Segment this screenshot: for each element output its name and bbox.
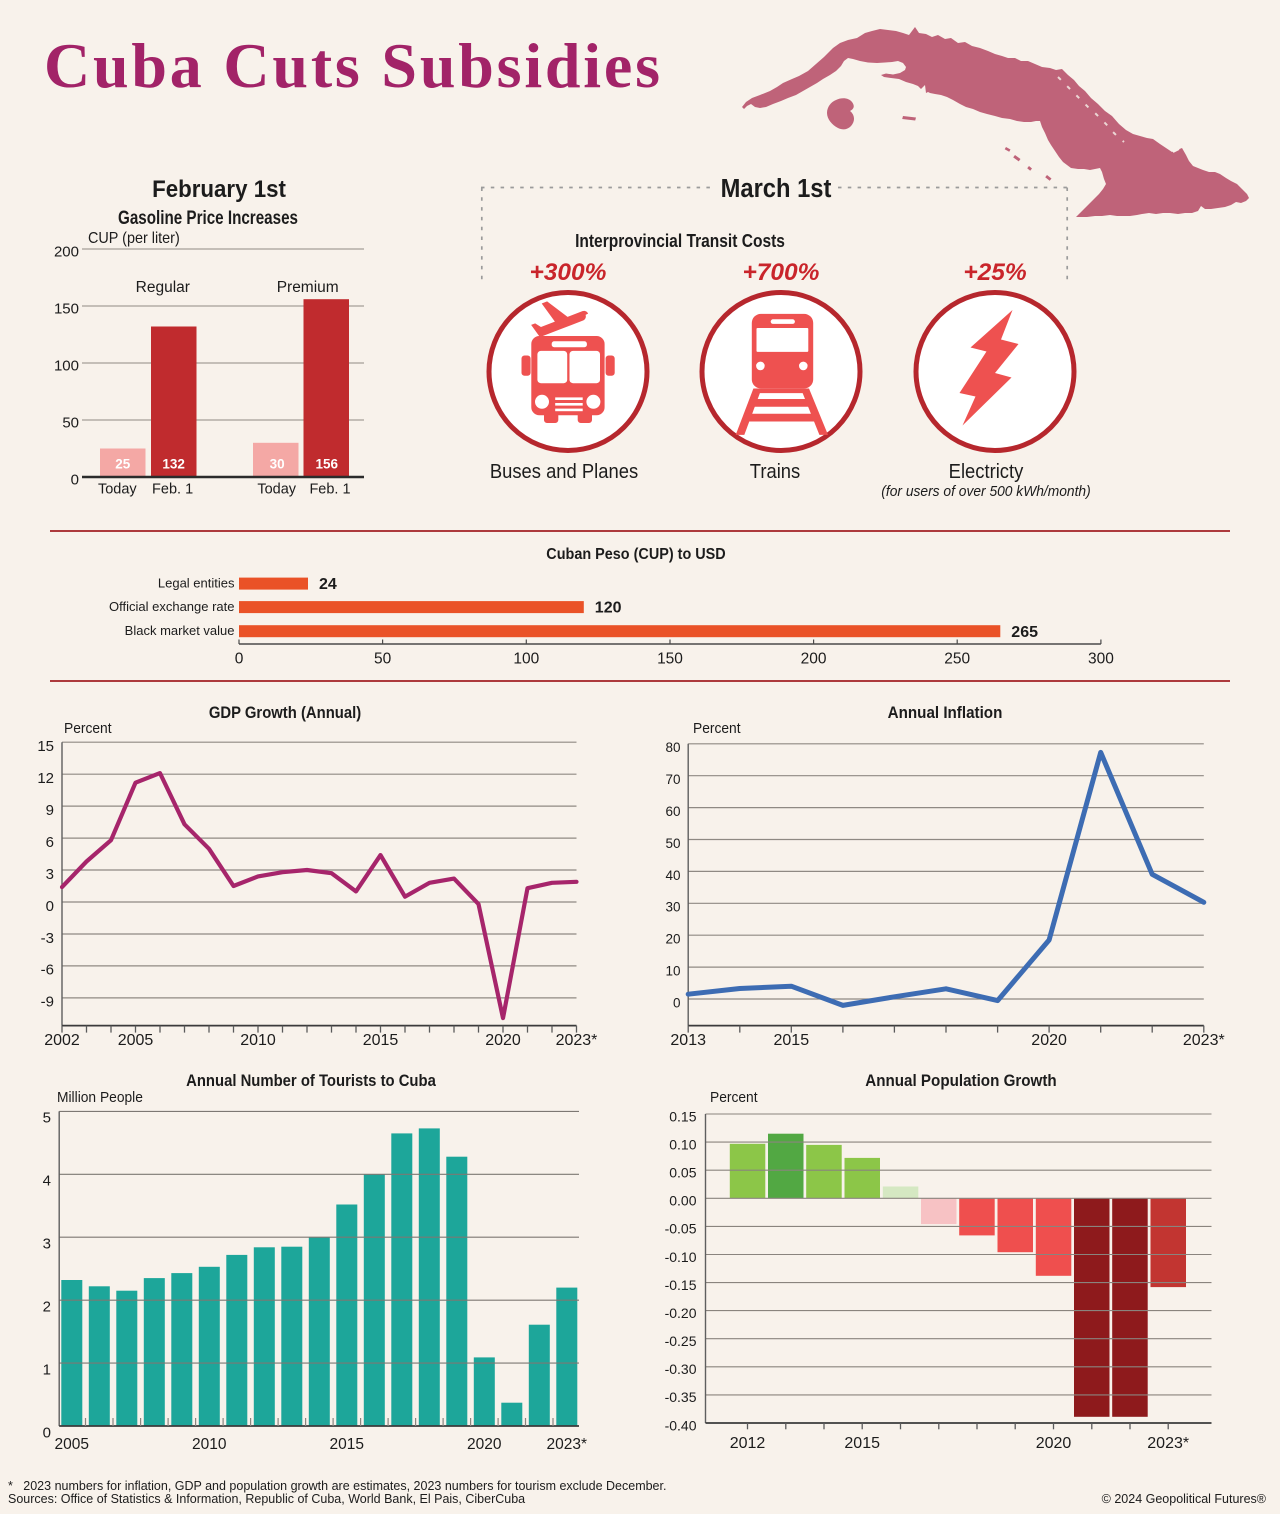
svg-text:3: 3 — [46, 866, 54, 883]
svg-text:25: 25 — [115, 457, 131, 472]
svg-text:132: 132 — [162, 457, 185, 472]
svg-text:-0.25: -0.25 — [665, 1333, 697, 1349]
svg-text:2015: 2015 — [774, 1032, 810, 1049]
svg-text:2012: 2012 — [730, 1435, 766, 1452]
svg-text:156: 156 — [316, 457, 339, 472]
svg-text:15: 15 — [37, 738, 54, 755]
svg-text:-0.05: -0.05 — [665, 1221, 697, 1237]
svg-text:2020: 2020 — [485, 1032, 521, 1049]
svg-text:12: 12 — [37, 770, 54, 787]
svg-text:150: 150 — [54, 301, 79, 318]
svg-text:200: 200 — [801, 650, 827, 667]
svg-text:-6: -6 — [41, 962, 54, 979]
svg-text:150: 150 — [657, 650, 683, 667]
svg-text:-9: -9 — [41, 994, 54, 1011]
svg-text:2010: 2010 — [192, 1436, 227, 1453]
svg-text:30: 30 — [665, 900, 680, 915]
svg-text:Feb. 1: Feb. 1 — [309, 482, 350, 498]
svg-text:2015: 2015 — [363, 1032, 399, 1049]
svg-text:-0.20: -0.20 — [665, 1305, 697, 1321]
svg-text:2020: 2020 — [467, 1436, 502, 1453]
svg-text:Today: Today — [257, 482, 296, 498]
svg-text:2015: 2015 — [844, 1435, 880, 1452]
svg-text:60: 60 — [665, 804, 680, 819]
svg-text:-3: -3 — [41, 930, 54, 947]
svg-text:2005: 2005 — [55, 1436, 89, 1453]
svg-text:2010: 2010 — [240, 1032, 276, 1049]
svg-text:0: 0 — [71, 472, 79, 489]
svg-text:Today: Today — [98, 482, 137, 498]
svg-text:30: 30 — [270, 457, 285, 472]
svg-text:5: 5 — [43, 1110, 51, 1127]
svg-text:50: 50 — [62, 415, 79, 432]
svg-text:2023*: 2023* — [1147, 1435, 1189, 1452]
svg-text:10: 10 — [665, 964, 680, 979]
svg-text:0.00: 0.00 — [669, 1193, 696, 1209]
svg-text:0: 0 — [673, 995, 681, 1010]
svg-text:Legal entities: Legal entities — [158, 576, 235, 591]
svg-text:-0.30: -0.30 — [665, 1361, 697, 1377]
svg-text:9: 9 — [46, 802, 54, 819]
svg-text:6: 6 — [46, 834, 54, 851]
svg-text:100: 100 — [513, 650, 539, 667]
svg-text:0: 0 — [235, 650, 244, 667]
svg-text:2013: 2013 — [670, 1032, 706, 1049]
svg-text:40: 40 — [665, 868, 680, 883]
svg-text:70: 70 — [665, 772, 680, 787]
svg-text:2023*: 2023* — [556, 1032, 598, 1049]
svg-text:50: 50 — [374, 650, 392, 667]
svg-text:0.05: 0.05 — [669, 1165, 696, 1181]
svg-text:Feb. 1: Feb. 1 — [152, 482, 193, 498]
svg-text:2023*: 2023* — [1183, 1032, 1225, 1049]
svg-text:2005: 2005 — [118, 1032, 154, 1049]
svg-text:100: 100 — [54, 358, 79, 375]
svg-text:3: 3 — [43, 1236, 51, 1253]
svg-text:24: 24 — [319, 576, 337, 593]
svg-text:Black market value: Black market value — [125, 623, 235, 638]
svg-text:4: 4 — [43, 1173, 51, 1190]
svg-text:2023*: 2023* — [547, 1436, 588, 1453]
svg-text:-0.35: -0.35 — [665, 1389, 697, 1405]
svg-text:0: 0 — [43, 1424, 51, 1441]
svg-text:2: 2 — [43, 1299, 51, 1316]
svg-text:Premium: Premium — [277, 279, 339, 296]
svg-text:0.10: 0.10 — [669, 1136, 696, 1152]
svg-text:50: 50 — [665, 836, 680, 851]
svg-text:250: 250 — [944, 650, 970, 667]
svg-text:0: 0 — [46, 898, 54, 915]
svg-text:300: 300 — [1088, 650, 1114, 667]
svg-text:-0.10: -0.10 — [665, 1249, 697, 1265]
svg-text:265: 265 — [1011, 624, 1038, 641]
svg-text:2020: 2020 — [1036, 1435, 1072, 1452]
svg-text:0.15: 0.15 — [669, 1108, 696, 1124]
svg-text:200: 200 — [54, 244, 79, 261]
svg-text:1: 1 — [43, 1361, 51, 1378]
svg-text:2015: 2015 — [330, 1436, 364, 1453]
svg-text:20: 20 — [665, 932, 680, 947]
svg-text:2020: 2020 — [1031, 1032, 1067, 1049]
svg-text:120: 120 — [595, 600, 622, 617]
svg-text:-0.15: -0.15 — [665, 1277, 697, 1293]
svg-text:Official exchange rate: Official exchange rate — [109, 599, 235, 614]
svg-text:80: 80 — [665, 740, 680, 755]
svg-text:2002: 2002 — [44, 1032, 80, 1049]
svg-text:-0.40: -0.40 — [665, 1417, 697, 1433]
svg-text:Regular: Regular — [136, 279, 190, 296]
